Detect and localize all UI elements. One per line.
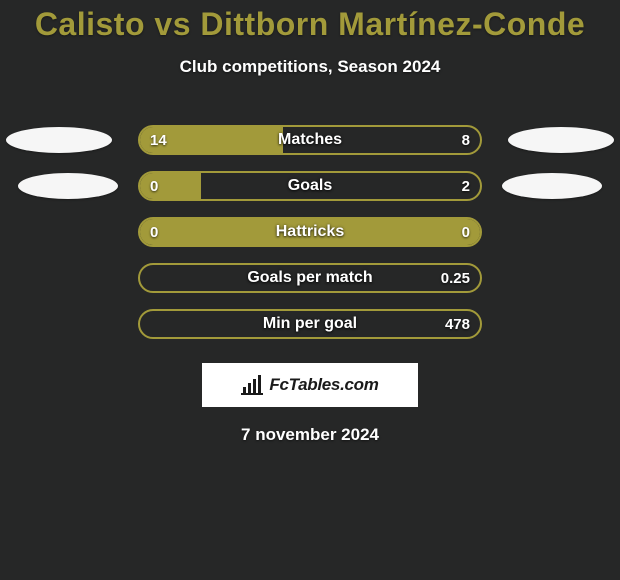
bar-fill [140,219,480,245]
player-right-marker [508,127,614,153]
bar-track [138,217,482,247]
bar-track [138,263,482,293]
stat-row: Min per goal 478 [0,301,620,347]
logo-box: FcTables.com [202,363,418,407]
chart-icon [241,375,263,395]
bar-track [138,125,482,155]
bar-track [138,171,482,201]
footer-date: 7 november 2024 [0,425,620,445]
page-subtitle: Club competitions, Season 2024 [0,57,620,77]
logo-text: FcTables.com [269,375,378,395]
comparison-rows: 14 Matches 8 0 Goals 2 0 Hattricks 0 Goa… [0,117,620,347]
stat-row: 14 Matches 8 [0,117,620,163]
player-right-marker [502,173,602,199]
stat-row: 0 Goals 2 [0,163,620,209]
player-left-marker [6,127,112,153]
bar-track [138,309,482,339]
player-left-marker [18,173,118,199]
page-title: Calisto vs Dittborn Martínez-Conde [0,0,620,43]
bar-fill [140,127,283,153]
stat-row: 0 Hattricks 0 [0,209,620,255]
stat-row: Goals per match 0.25 [0,255,620,301]
bar-fill [140,173,201,199]
